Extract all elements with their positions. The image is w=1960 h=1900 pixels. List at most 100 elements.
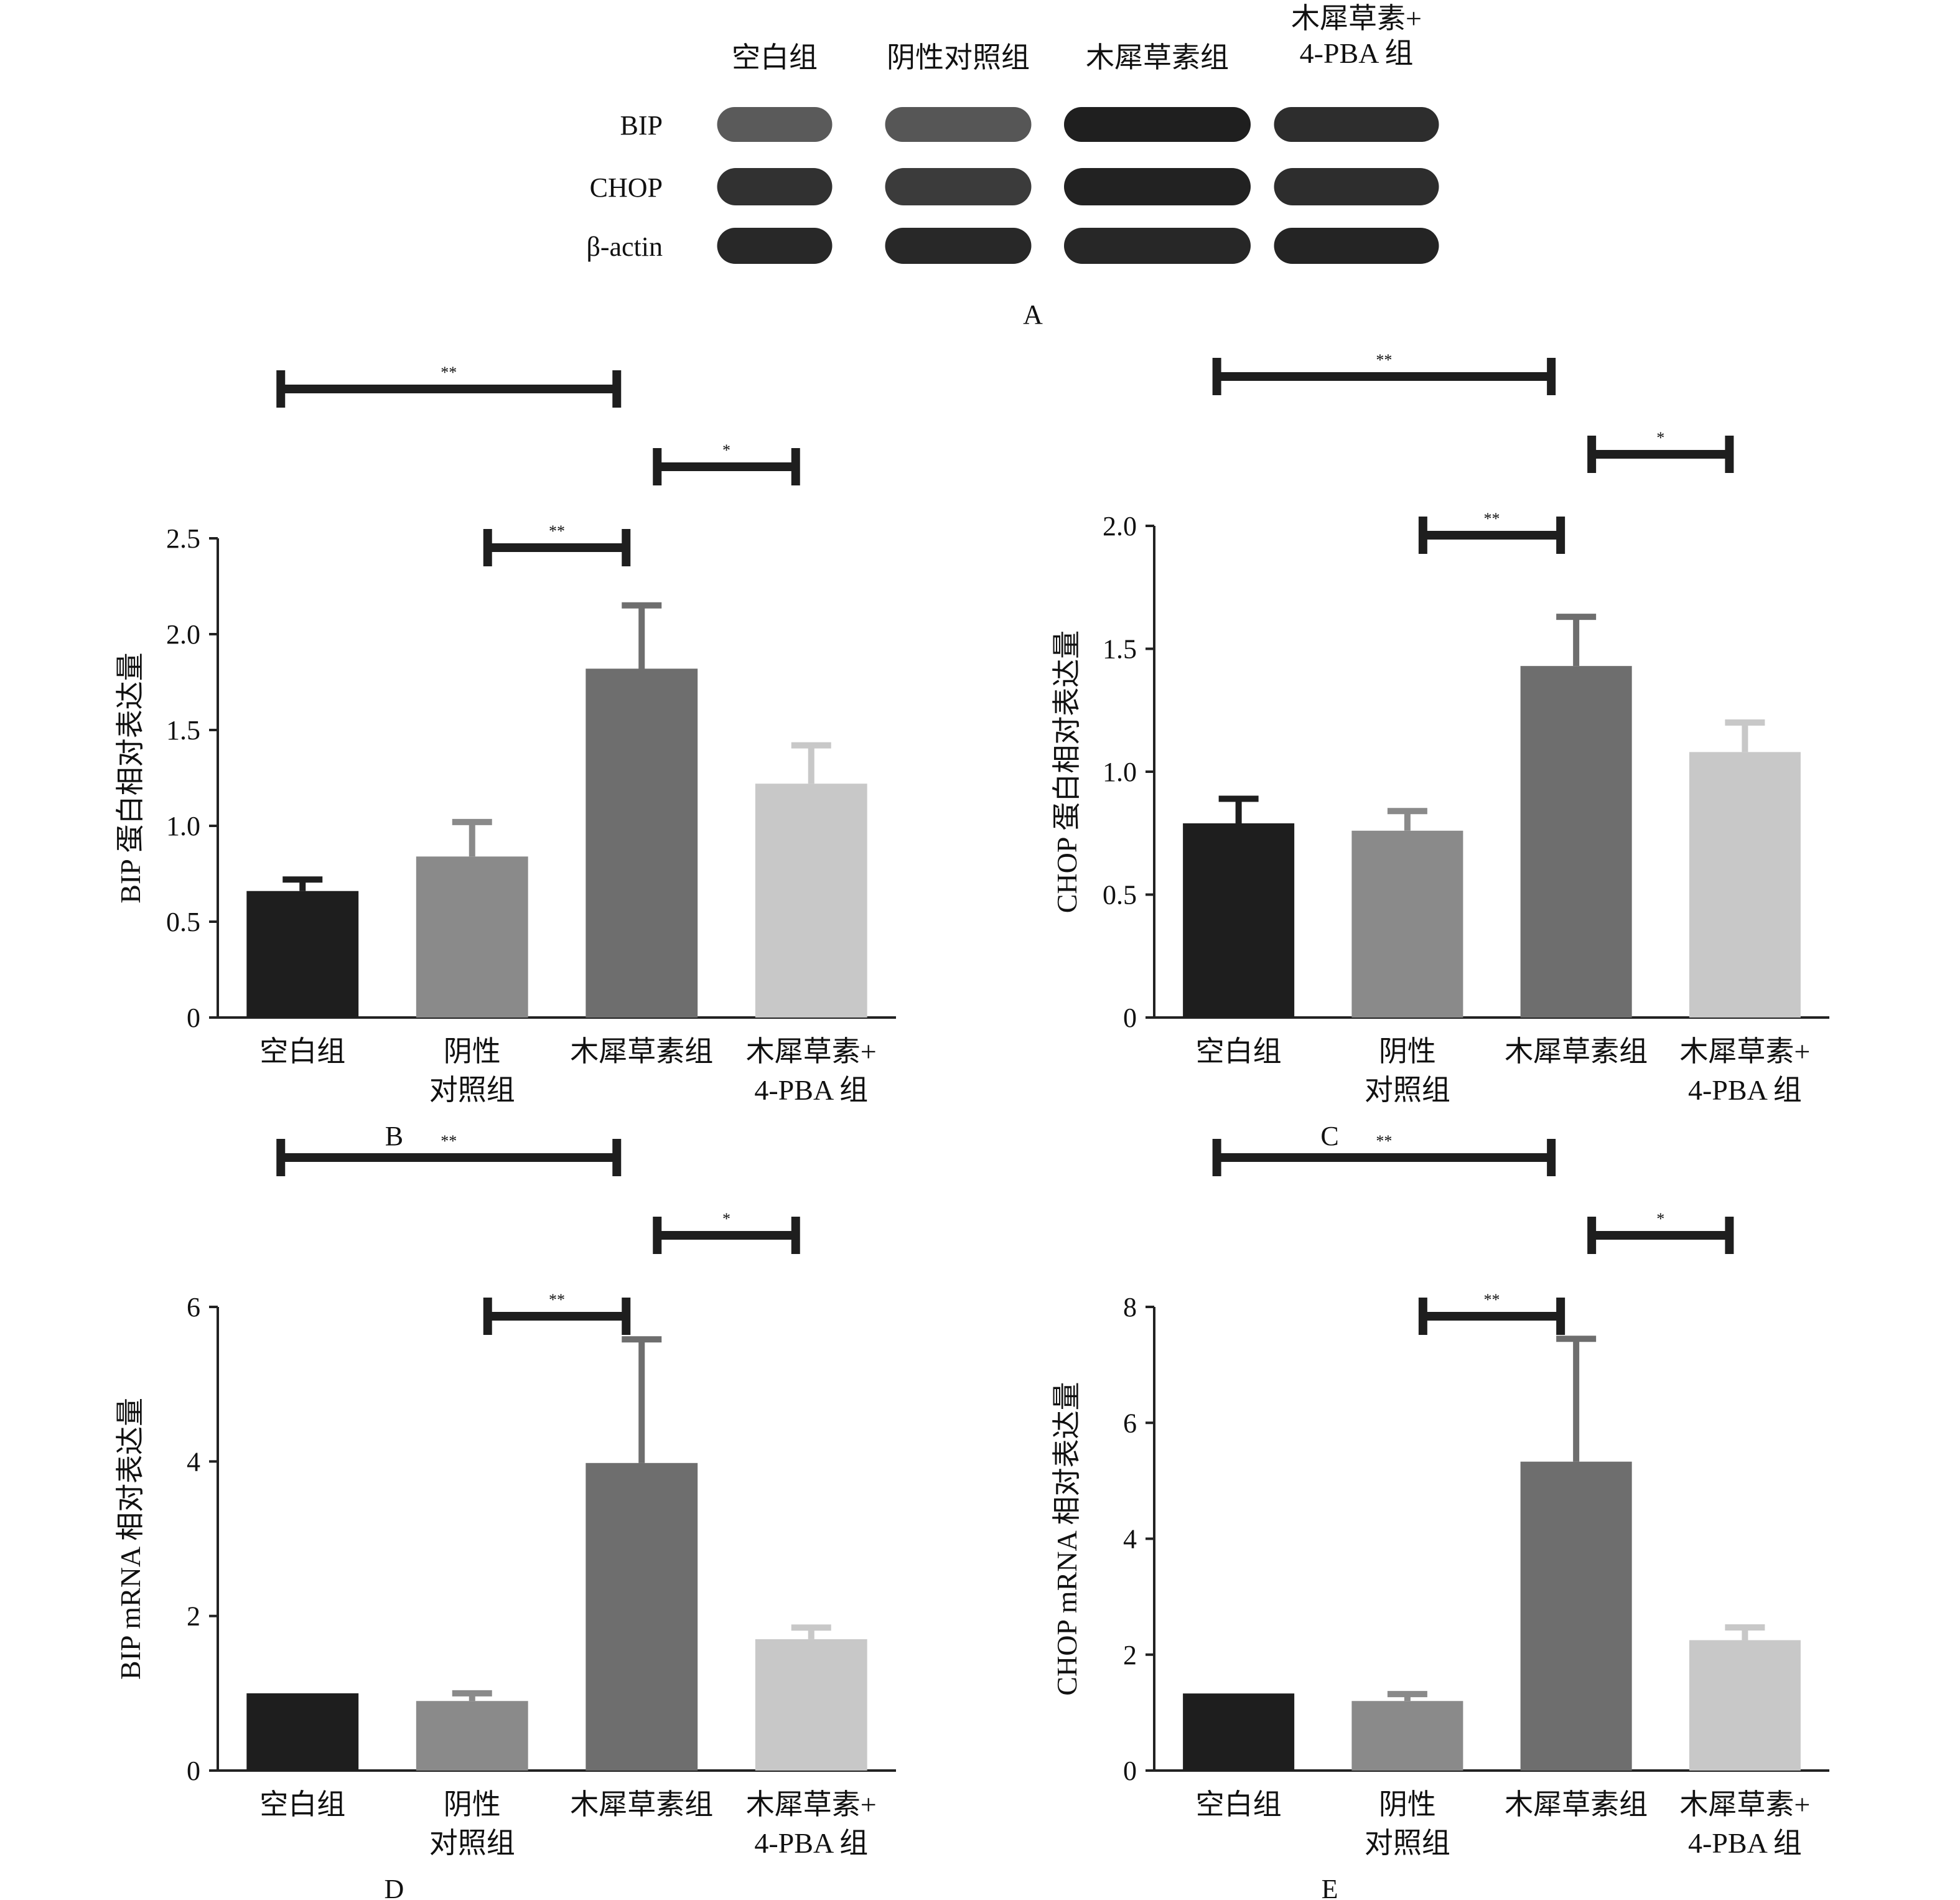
x-tick-label: 4-PBA 组 [1688,1074,1802,1106]
y-tick-label: 1.5 [1103,634,1137,665]
bar [1520,1461,1632,1771]
x-tick-label: 木犀草素+ [1679,1036,1810,1067]
bar [1351,830,1463,1018]
panel-label: D [385,1874,404,1900]
x-tick-label: 木犀草素+ [746,1036,877,1067]
x-tick-label: 对照组 [429,1827,515,1859]
bar [1689,1640,1801,1771]
significance-label: ** [1376,1132,1392,1150]
x-tick-label: 空白组 [259,1036,345,1067]
blot-band [717,228,833,264]
bar [246,891,359,1018]
blot-band [1274,228,1439,264]
x-tick-label: 阴性 [1379,1036,1436,1067]
y-tick-label: 0 [187,1003,200,1033]
western-blot-panel: 空白组 阴性对照组 木犀草素组 木犀草素+4-PBA 组 BIP CHOP β-actin A [586,2,1439,330]
significance-label: * [1656,429,1664,447]
y-axis-label: CHOP 蛋白相对表达量 [1051,630,1083,914]
significance-label: * [722,441,730,459]
significance-label: ** [1484,510,1500,528]
bar [1183,823,1295,1018]
significance-label: * [1656,1210,1664,1228]
blot-row-label: BIP [620,110,663,141]
bar [586,668,698,1018]
x-tick-label: 空白组 [1196,1036,1282,1067]
blot-band [885,107,1032,142]
x-tick-label: 木犀草素组 [1505,1789,1648,1820]
y-tick-label: 2 [187,1601,200,1632]
y-axis-label: BIP mRNA 相对表达量 [114,1398,146,1680]
lane-label: 4-PBA 组 [1300,37,1414,69]
bar [1351,1701,1463,1771]
x-tick-label: 4-PBA 组 [1688,1827,1802,1859]
significance-label: ** [549,522,565,540]
significance-label: ** [441,1132,457,1150]
x-tick-label: 木犀草素组 [570,1789,713,1820]
blot-band [1064,107,1251,142]
bar [755,1639,867,1771]
x-tick-label: 空白组 [259,1789,345,1820]
panel-label: C [1320,1121,1338,1151]
y-tick-label: 0.5 [166,907,200,937]
x-tick-label: 对照组 [429,1074,515,1106]
blot-band [1064,228,1251,264]
blot-row-label: β-actin [586,232,663,262]
y-tick-label: 0 [1123,1756,1137,1786]
y-tick-label: 1.5 [166,715,200,746]
x-tick-label: 木犀草素组 [570,1036,713,1067]
significance-label: ** [441,363,457,381]
x-tick-label: 木犀草素组 [1505,1036,1648,1067]
y-tick-label: 6 [1123,1408,1137,1438]
x-tick-label: 对照组 [1365,1074,1450,1106]
bar [1689,752,1801,1018]
lane-label: 空白组 [732,42,818,73]
y-tick-label: 8 [1123,1292,1137,1322]
y-tick-label: 4 [187,1446,200,1477]
lane-label: 阴性对照组 [887,42,1030,73]
y-tick-label: 1.0 [166,811,200,841]
x-tick-label: 对照组 [1365,1827,1450,1859]
y-tick-label: 2 [1123,1640,1137,1670]
lane-label: 木犀草素组 [1086,42,1229,73]
bar [755,784,867,1018]
x-tick-label: 阴性 [444,1036,501,1067]
x-tick-label: 4-PBA 组 [754,1074,868,1106]
x-tick-label: 空白组 [1196,1789,1282,1820]
blot-row-label: CHOP [590,172,663,203]
bar [416,1701,528,1771]
bar [586,1462,698,1771]
x-tick-label: 木犀草素+ [1679,1789,1810,1820]
bar [1520,666,1632,1018]
x-tick-label: 阴性 [444,1789,501,1820]
blot-band [1274,107,1439,142]
blot-band [1274,168,1439,205]
y-tick-label: 2.5 [166,523,200,554]
bar [416,856,528,1018]
y-tick-label: 0 [1123,1003,1137,1033]
y-tick-label: 2.0 [166,619,200,650]
x-tick-label: 木犀草素+ [746,1789,877,1820]
y-tick-label: 0.5 [1103,880,1137,910]
significance-label: ** [1376,351,1392,369]
panel-label: E [1322,1874,1338,1900]
y-tick-label: 6 [187,1292,200,1322]
y-tick-label: 4 [1123,1524,1137,1555]
y-tick-label: 1.0 [1103,757,1137,787]
y-axis-label: CHOP mRNA 相对表达量 [1051,1382,1083,1695]
x-tick-label: 4-PBA 组 [754,1827,868,1859]
significance-label: ** [1484,1291,1500,1309]
panel-label: A [1023,299,1043,330]
y-tick-label: 2.0 [1103,511,1137,541]
panel-label: B [385,1121,403,1151]
bar [246,1693,359,1771]
bar [1183,1693,1295,1771]
y-axis-label: BIP 蛋白相对表达量 [114,652,146,903]
blot-band [717,168,833,205]
significance-label: ** [549,1291,565,1309]
